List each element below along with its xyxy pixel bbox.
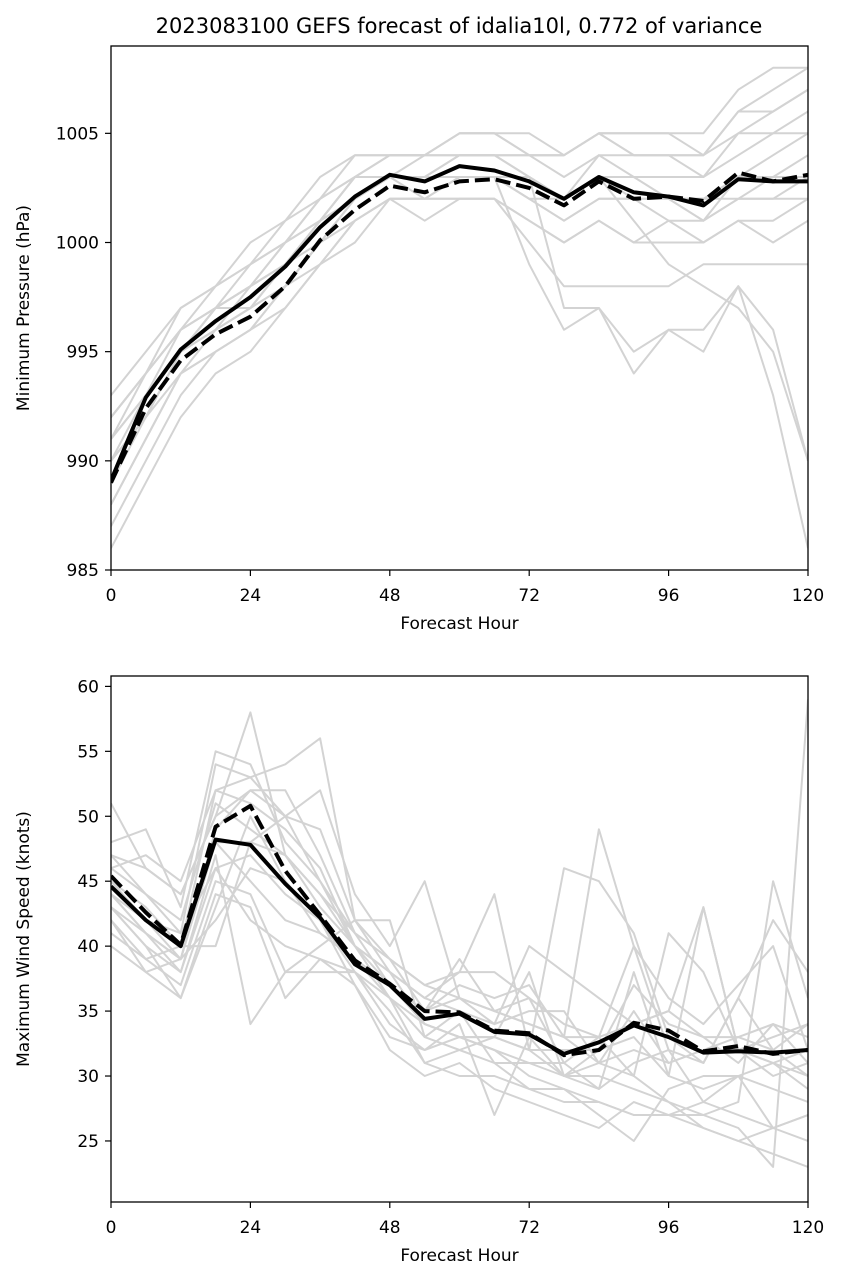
pressure-axes-frame	[110, 45, 809, 571]
pressure-solid-line	[111, 164, 808, 482]
pressure-x-tick-label: 72	[518, 586, 540, 606]
wind-dashed-line	[111, 803, 808, 1058]
pressure-x-axis-label: Forecast Hour	[400, 614, 518, 634]
wind-y-tick-label: 30	[77, 1067, 99, 1087]
pressure-x-tick-label: 24	[240, 586, 262, 606]
wind-member-line	[111, 776, 808, 1039]
wind-x-tick-label: 48	[379, 1218, 401, 1238]
pressure-y-tick-label: 990	[67, 452, 99, 472]
pressure-panel: 0 24 48 72 96 120 985 990 995 1000 1005 Forecast H…	[14, 45, 824, 634]
wind-x-tick-label: 0	[106, 1218, 117, 1238]
wind-y-tick-label: 25	[77, 1132, 99, 1152]
wind-x-tick-label: 24	[240, 1218, 262, 1238]
wind-x-axis-label: Forecast Hour	[400, 1246, 518, 1266]
pressure-member-line	[111, 132, 808, 418]
pressure-series	[111, 164, 808, 484]
wind-member-line	[111, 854, 808, 1064]
pressure-y-tick-label: 1000	[56, 234, 99, 254]
pressure-x-tick-label: 120	[792, 586, 824, 606]
wind-y-tick-label: 60	[77, 677, 99, 697]
wind-member-line	[111, 789, 808, 1116]
pressure-y-axis-label: Minimum Pressure (hPa)	[14, 205, 34, 411]
pressure-y-tick-label: 1005	[56, 124, 99, 144]
wind-x-tick-label: 96	[658, 1218, 680, 1238]
wind-member-line	[111, 893, 808, 1129]
wind-series	[111, 803, 808, 1058]
pressure-y-tick-label: 995	[67, 343, 99, 363]
wind-y-tick-label: 40	[77, 937, 99, 957]
pressure-members	[111, 66, 808, 549]
wind-y-tick-label: 55	[77, 742, 99, 762]
wind-panel: 0 24 48 72 96 120 25 30 35 40 45 50 55 60 Forecast Ho…	[14, 675, 824, 1266]
pressure-member-line	[111, 176, 808, 462]
chart-title: 2023083100 GEFS forecast of idalia10l, 0…	[156, 14, 763, 38]
pressure-y-tick-label: 985	[67, 561, 99, 581]
wind-member-line	[111, 841, 808, 1064]
pressure-x-tick-label: 48	[379, 586, 401, 606]
wind-member-line	[111, 802, 808, 1064]
pressure-axes: 0 24 48 72 96 120 985 990 995 1000 1005	[56, 45, 824, 606]
wind-x-tick-label: 72	[518, 1218, 540, 1238]
pressure-member-line	[111, 197, 808, 505]
pressure-x-tick-label: 96	[658, 586, 680, 606]
pressure-x-tick-label: 0	[106, 586, 117, 606]
wind-y-tick-label: 35	[77, 1002, 99, 1022]
wind-y-axis-label: Maximum Wind Speed (knots)	[14, 811, 34, 1067]
pressure-dashed-line	[111, 170, 808, 484]
pressure-member-line	[111, 88, 808, 418]
wind-y-tick-label: 50	[77, 807, 99, 827]
wind-x-tick-label: 120	[792, 1218, 824, 1238]
wind-axes-frame	[110, 675, 809, 1203]
wind-member-line	[111, 867, 808, 1142]
wind-axes: 0 24 48 72 96 120 25 30 35 40 45 50 55 60	[77, 675, 824, 1238]
wind-y-tick-label: 45	[77, 872, 99, 892]
